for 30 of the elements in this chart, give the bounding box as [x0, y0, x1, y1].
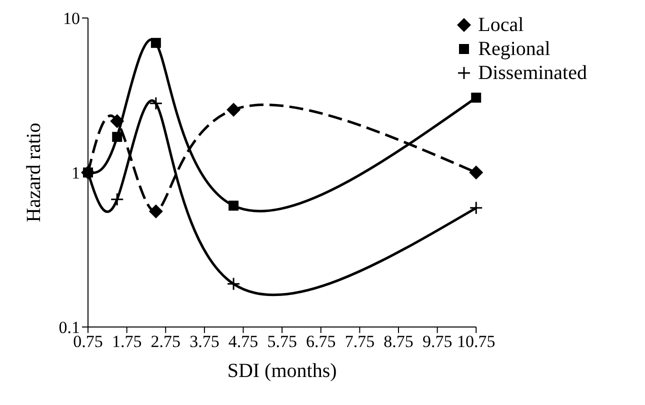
x-tick-label: 5.75 — [267, 332, 297, 352]
y-axis-title: Hazard ratio — [23, 122, 46, 222]
point — [148, 204, 163, 218]
y-tick-label: 1 — [72, 164, 80, 183]
x-tick-label: 2.75 — [150, 332, 180, 352]
point — [226, 102, 241, 117]
x-tick-label: 1.75 — [112, 332, 142, 352]
x-tick-label: 6.75 — [306, 332, 336, 352]
x-tick-label: 3.75 — [190, 332, 220, 352]
x-tick-label: 7.75 — [344, 332, 375, 352]
point — [110, 114, 124, 128]
x-tick-label: 8.75 — [384, 332, 414, 352]
legend-label: Regional — [478, 37, 550, 61]
point — [226, 277, 240, 291]
point — [149, 96, 163, 110]
point — [150, 38, 161, 48]
point — [112, 132, 122, 142]
point — [228, 200, 239, 211]
x-axis-title: SDI (months) — [227, 360, 337, 382]
point — [471, 92, 482, 103]
legend-label: Local — [478, 13, 524, 37]
point — [469, 201, 483, 215]
point — [110, 192, 124, 206]
x-tick-label: 0.75 — [73, 332, 103, 352]
point — [469, 166, 484, 180]
y-tick-label: 10 — [63, 9, 80, 28]
legend-label: Disseminated — [478, 61, 587, 85]
x-tick-label: 10.75 — [457, 332, 496, 352]
x-tick-label: 9.75 — [422, 332, 452, 352]
x-tick-label: 4.75 — [228, 332, 258, 352]
